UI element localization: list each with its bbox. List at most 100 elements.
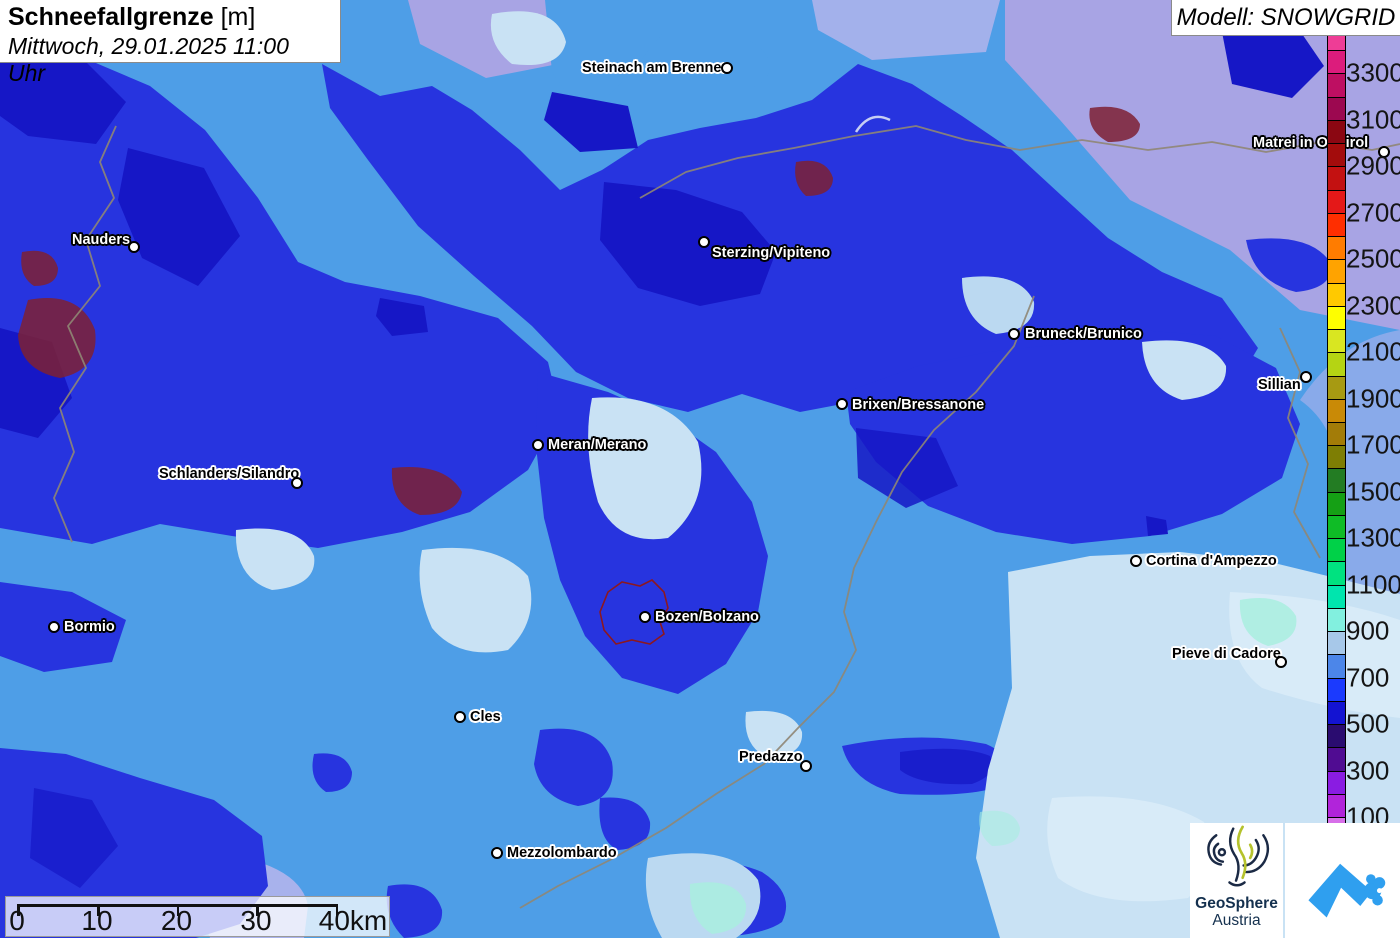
legend-segment bbox=[1328, 562, 1345, 586]
legend-segment bbox=[1328, 492, 1345, 516]
legend-label: 900 bbox=[1346, 615, 1390, 646]
legend-label: 2700 bbox=[1346, 197, 1400, 228]
scale-tick bbox=[335, 904, 338, 916]
city-dot bbox=[836, 398, 848, 410]
legend-label: 1900 bbox=[1346, 383, 1400, 414]
city-label: Brixen/Bressanone bbox=[852, 397, 985, 413]
scale-label: 40km bbox=[318, 905, 388, 936]
title-unit: [m] bbox=[220, 3, 256, 31]
legend-label: 1500 bbox=[1346, 476, 1400, 507]
legend-label: 1100 bbox=[1346, 569, 1400, 600]
legend-segment bbox=[1328, 539, 1345, 563]
scale-bar: 0 10 20 30 40km bbox=[5, 896, 390, 937]
snowline-red-spots bbox=[18, 106, 1140, 515]
legend-segment bbox=[1328, 213, 1345, 238]
legend-segment bbox=[1328, 237, 1345, 261]
city-label: Schlanders/Silandro bbox=[159, 466, 300, 482]
city-label: Sillian bbox=[1258, 377, 1301, 393]
model-label: Modell: SNOWGRID bbox=[1176, 3, 1396, 31]
legend-segment bbox=[1328, 725, 1345, 749]
legend-label: 500 bbox=[1346, 708, 1390, 739]
border-lines bbox=[53, 125, 1400, 909]
city-dot bbox=[532, 439, 544, 451]
city-dot bbox=[291, 477, 303, 489]
legend-segment bbox=[1328, 701, 1345, 726]
legend-bar bbox=[1327, 16, 1346, 830]
city-dot bbox=[48, 621, 60, 633]
city-label: Sterzing/Vipiteno bbox=[712, 245, 831, 261]
legend-segment bbox=[1328, 120, 1345, 145]
legend-label: 2500 bbox=[1346, 243, 1400, 274]
legend-segment bbox=[1328, 97, 1345, 121]
scale-tick bbox=[176, 904, 179, 916]
city-dot bbox=[698, 236, 710, 248]
legend-segment bbox=[1328, 771, 1345, 795]
legend-label: 700 bbox=[1346, 662, 1390, 693]
legend-segment bbox=[1328, 190, 1345, 214]
legend-label: 1700 bbox=[1346, 429, 1400, 460]
glacier-outline bbox=[854, 115, 891, 133]
city-label: Cortina d'Ampezzo bbox=[1146, 553, 1277, 569]
geosphere-squiggle-icon bbox=[1206, 825, 1269, 887]
snowline-navy-regions bbox=[0, 28, 1324, 888]
legend-segment bbox=[1328, 51, 1345, 75]
scale-label: 10 bbox=[81, 905, 113, 936]
partner-logo-box bbox=[1285, 823, 1400, 938]
snowline-cyan-spots bbox=[689, 598, 1297, 934]
scale-label: 30 bbox=[240, 905, 272, 936]
legend-segment bbox=[1328, 585, 1345, 609]
scale-label: 20 bbox=[160, 905, 193, 936]
legend-label: 3100 bbox=[1346, 104, 1400, 135]
mid-blue-valleys bbox=[545, 0, 771, 120]
city-dot bbox=[454, 711, 466, 723]
city-dot bbox=[1130, 555, 1142, 567]
legend-segment bbox=[1328, 306, 1345, 331]
scale-label: 0 bbox=[9, 905, 25, 936]
legend-segment bbox=[1328, 446, 1345, 470]
title-box: Schneefallgrenze [m] Mittwoch, 29.01.202… bbox=[0, 0, 341, 86]
legend-segment bbox=[1328, 422, 1345, 447]
legend-segment bbox=[1328, 515, 1345, 540]
city-dot bbox=[639, 611, 651, 623]
legend-segment bbox=[1328, 632, 1345, 656]
city-dot bbox=[1378, 146, 1390, 158]
legend-segment bbox=[1328, 167, 1345, 191]
scale-tick bbox=[256, 904, 259, 916]
legend-label: 1300 bbox=[1346, 522, 1400, 553]
subtitle-datetime: Mittwoch, 29.01.2025 11:00 Uhr bbox=[8, 33, 289, 86]
geosphere-name: GeoSphere bbox=[1195, 895, 1278, 912]
legend-label: 2100 bbox=[1346, 336, 1400, 367]
city-label: Mezzolombardo bbox=[507, 845, 617, 861]
bozen-municipal-boundary bbox=[599, 579, 669, 645]
city-label: Pieve di Cadore bbox=[1172, 646, 1281, 662]
legend-label: 300 bbox=[1346, 755, 1390, 786]
city-label: Nauders bbox=[72, 232, 131, 248]
city-label: Bozen/Bolzano bbox=[655, 609, 759, 625]
title-text: Schneefallgrenze bbox=[8, 3, 214, 31]
legend-segment bbox=[1328, 655, 1345, 679]
city-dot bbox=[1300, 371, 1312, 383]
city-label: Steinach am Brenner bbox=[582, 60, 728, 76]
scale-tick bbox=[17, 904, 20, 916]
legend-segment bbox=[1328, 748, 1345, 772]
legend-segment bbox=[1328, 608, 1345, 633]
city-dot bbox=[128, 241, 140, 253]
legend-segment bbox=[1328, 678, 1345, 702]
city-label: Meran/Merano bbox=[548, 437, 647, 453]
city-dot bbox=[721, 62, 733, 74]
model-box: Modell: SNOWGRID bbox=[1171, 0, 1400, 36]
city-label: Bormio bbox=[64, 619, 115, 635]
legend-segment bbox=[1328, 330, 1345, 354]
city-label: Bruneck/Brunico bbox=[1025, 326, 1142, 342]
legend-label: 2300 bbox=[1346, 290, 1400, 321]
mountain-logo-icon bbox=[1307, 863, 1385, 917]
city-dot bbox=[1275, 656, 1287, 668]
city-label: Predazzo bbox=[739, 749, 803, 765]
legend-label: 2900 bbox=[1346, 150, 1400, 181]
legend-segment bbox=[1328, 74, 1345, 98]
legend-segment bbox=[1328, 469, 1345, 493]
legend-segment bbox=[1328, 144, 1345, 168]
legend: 3500330031002900270025002300210019001700… bbox=[1327, 12, 1400, 831]
